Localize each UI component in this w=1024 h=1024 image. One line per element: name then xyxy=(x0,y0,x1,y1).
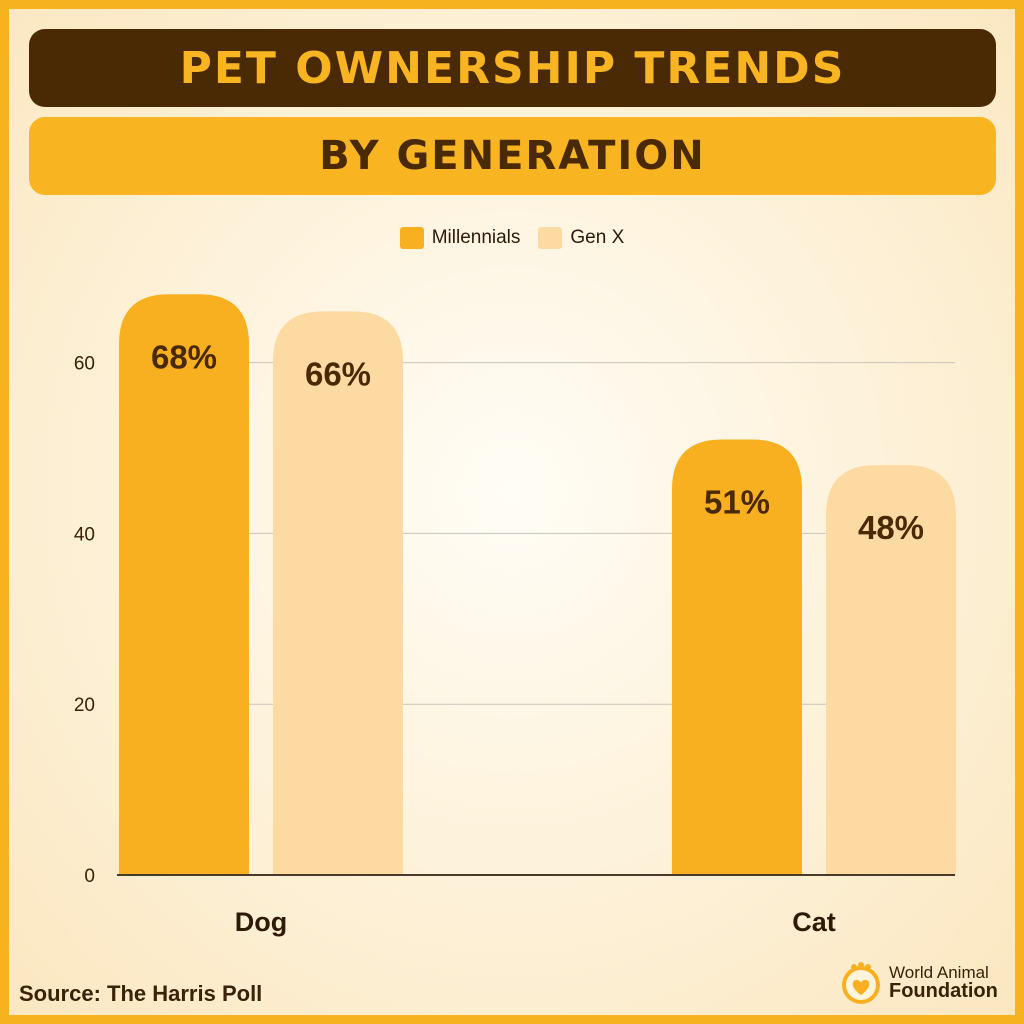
subtitle-banner: BY GENERATION xyxy=(29,117,996,195)
legend-label-millennials: Millennials xyxy=(431,227,521,248)
y-tick-label: 20 xyxy=(74,695,95,716)
title-banner: PET OWNERSHIP TRENDS xyxy=(29,29,996,107)
infographic-frame: PET OWNERSHIP TRENDS BY GENERATION Mille… xyxy=(9,9,1015,1015)
data-label-cat-genx: 48% xyxy=(858,509,924,546)
bar-dog-genx xyxy=(273,311,403,875)
logo-line2: Foundation xyxy=(889,980,998,1003)
legend-label-genx: Gen X xyxy=(570,227,625,248)
chart-title: PET OWNERSHIP TRENDS xyxy=(179,42,846,94)
data-label-dog-genx: 66% xyxy=(305,355,371,392)
y-tick-label: 60 xyxy=(74,354,95,375)
source-note: Source: The Harris Poll xyxy=(19,981,263,1006)
legend-swatch-genx xyxy=(538,227,563,249)
legend-swatch-millennials xyxy=(399,227,424,249)
bar-dog-millennials xyxy=(119,294,249,875)
bar-cat-genx xyxy=(826,465,956,875)
legend-item-genx: Gen X xyxy=(538,227,624,249)
paw-heart-logo-icon xyxy=(842,962,880,1004)
bar-cat-millennials xyxy=(672,439,802,875)
y-tick-label: 40 xyxy=(74,524,95,545)
logo: World Animal Foundation xyxy=(839,957,1011,1009)
bar-chart: 0 20 40 60 68% 66% Dog 51% 48% Cat xyxy=(74,294,956,937)
logo-line1: World Animal xyxy=(889,962,989,982)
data-label-dog-millennials: 68% xyxy=(151,338,217,375)
data-label-cat-millennials: 51% xyxy=(704,483,770,520)
x-category-label: Dog xyxy=(235,907,287,937)
legend-item-millennials: Millennials xyxy=(399,227,521,249)
y-tick-label: 0 xyxy=(84,866,95,887)
x-category-label: Cat xyxy=(792,907,836,937)
logo-text: World Animal Foundation xyxy=(889,962,998,1003)
legend: Millennials Gen X xyxy=(9,224,1015,252)
chart-subtitle: BY GENERATION xyxy=(319,133,706,179)
